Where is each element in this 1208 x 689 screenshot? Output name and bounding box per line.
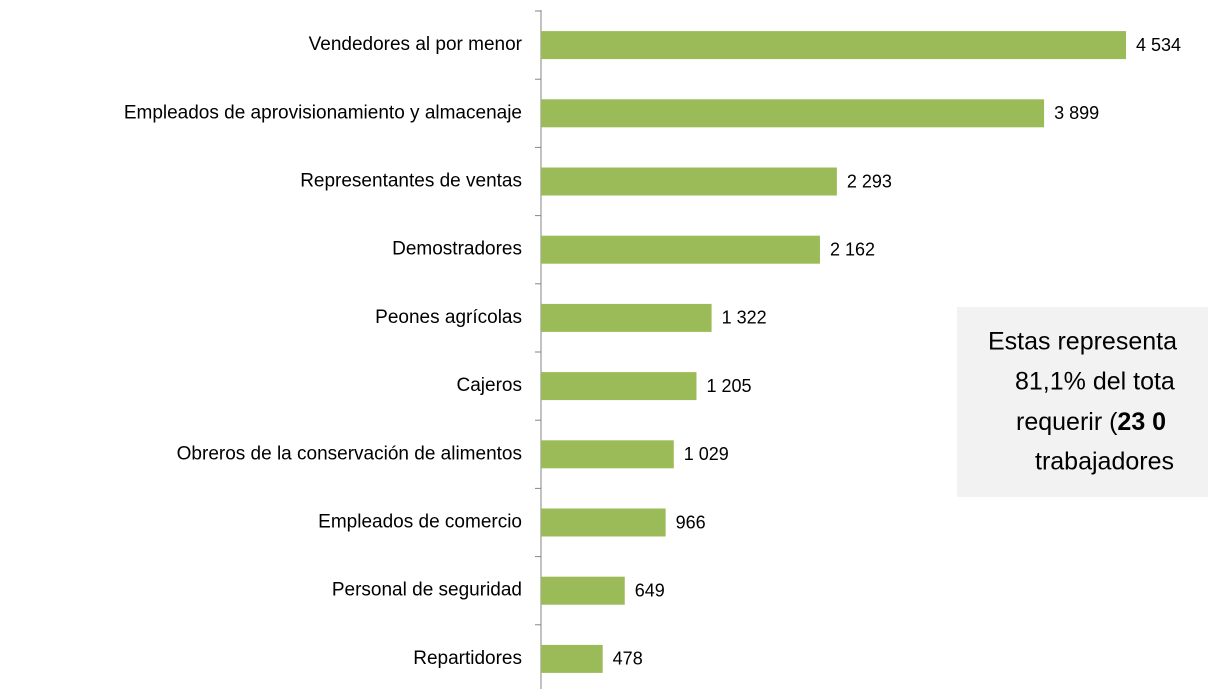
category-label: Empleados de comercio [318, 512, 522, 533]
value-label: 2 162 [830, 239, 875, 259]
bar [541, 644, 603, 673]
value-label: 966 [676, 512, 706, 532]
category-label: Representantes de ventas [300, 171, 522, 192]
value-label: 1 029 [684, 444, 729, 464]
bar [541, 31, 1126, 60]
value-label: 478 [613, 649, 643, 669]
bar [541, 508, 666, 537]
category-label: Peones agrícolas [375, 307, 522, 328]
category-label: Demostradores [392, 239, 522, 260]
category-label: Vendedores al por menor [309, 34, 523, 55]
annotation-text: requerir ( [1016, 408, 1118, 436]
value-label: 4 534 [1136, 35, 1181, 55]
bar [541, 440, 674, 469]
bar [541, 235, 820, 264]
bar [541, 303, 712, 332]
category-label: Repartidores [413, 648, 522, 669]
annotation-box [957, 307, 1208, 497]
bar [541, 372, 697, 401]
category-label: Obreros de la conservación de alimentos [177, 443, 522, 464]
annotation-line: 81,1% del tota [1015, 368, 1175, 396]
value-label: 649 [635, 580, 665, 600]
bar [541, 576, 625, 605]
category-label: Personal de seguridad [332, 580, 522, 601]
bar [541, 99, 1045, 128]
value-label: 1 322 [722, 308, 767, 328]
value-label: 2 293 [847, 171, 892, 191]
value-label: 3 899 [1054, 103, 1099, 123]
annotation-line: requerir (23 0 [1016, 408, 1166, 436]
bar [541, 167, 837, 196]
annotation-line: trabajadores [1035, 448, 1174, 476]
annotation-bold: 23 0 [1117, 408, 1166, 436]
annotation-line: Estas representa [988, 328, 1177, 356]
category-label: Cajeros [457, 375, 522, 396]
value-label: 1 205 [706, 376, 751, 396]
category-label: Empleados de aprovisionamiento y almacen… [124, 102, 522, 123]
